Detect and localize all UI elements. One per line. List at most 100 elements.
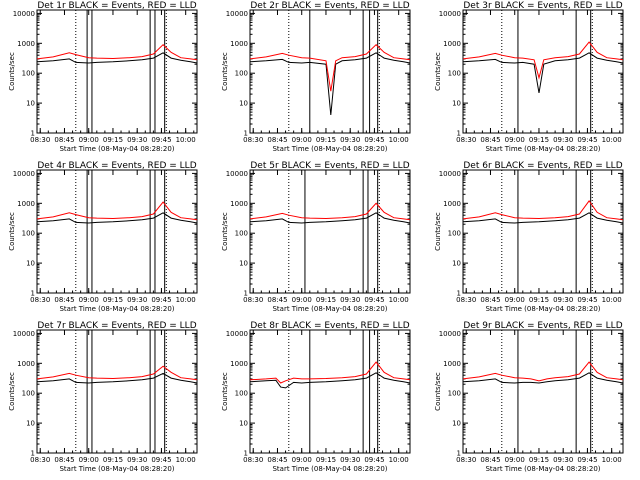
x-axis-label: Start Time (08-May-04 08:28:20) xyxy=(485,465,600,473)
y-tick-label: 1 xyxy=(244,450,248,458)
x-tick-label: 09:15 xyxy=(316,456,336,464)
x-tick-label: 10:00 xyxy=(602,456,622,464)
plot-frame xyxy=(462,329,624,454)
y-axis-label: Counts/sec xyxy=(221,372,229,411)
x-tick-label: 09:00 xyxy=(79,456,99,464)
y-axis-label: Counts/sec xyxy=(8,52,16,91)
x-tick-label: 09:00 xyxy=(505,136,525,144)
x-tick-label: 10:00 xyxy=(176,136,196,144)
y-tick-label: 1 xyxy=(31,450,35,458)
y-tick-label: 10000 xyxy=(226,170,248,178)
x-tick-label: 09:30 xyxy=(127,136,147,144)
panel-title: Det 3r BLACK = Events, RED = LLD xyxy=(463,1,622,11)
x-tick-label: 09:45 xyxy=(577,136,597,144)
series-line-events xyxy=(249,372,411,389)
y-tick-label: 1 xyxy=(244,130,248,138)
y-tick-label: 10000 xyxy=(226,10,248,18)
y-axis-label: Counts/sec xyxy=(434,372,442,411)
x-axis-label: Start Time (08-May-04 08:28:20) xyxy=(272,465,387,473)
x-tick-label: 09:30 xyxy=(553,136,573,144)
y-axis-label: Counts/sec xyxy=(434,212,442,251)
x-tick-label: 09:15 xyxy=(529,296,549,304)
panel-det-4: Det 4r BLACK = Events, RED = LLD 1 10 100 10… xyxy=(8,161,198,313)
x-tick-label: 09:15 xyxy=(103,296,123,304)
y-tick-label: 1 xyxy=(457,290,461,298)
y-tick-label: 10000 xyxy=(439,330,461,338)
plot-frame xyxy=(249,9,411,134)
x-tick-label: 08:45 xyxy=(480,136,500,144)
x-axis-label: Start Time (08-May-04 08:28:20) xyxy=(272,305,387,313)
x-axis-label: Start Time (08-May-04 08:28:20) xyxy=(59,305,174,313)
y-tick-label: 1000 xyxy=(17,360,35,368)
panel-title: Det 7r BLACK = Events, RED = LLD xyxy=(37,321,196,331)
x-tick-label: 09:30 xyxy=(340,456,360,464)
panel-det-3: Det 3r BLACK = Events, RED = LLD 1 10 100 10… xyxy=(434,1,624,153)
y-tick-label: 10000 xyxy=(226,330,248,338)
plot-frame xyxy=(36,329,198,454)
x-tick-label: 08:45 xyxy=(480,456,500,464)
y-tick-label: 1000 xyxy=(443,200,461,208)
panel-det-2: Det 2r BLACK = Events, RED = LLD 1 10 100 10… xyxy=(221,1,411,153)
plot-frame xyxy=(36,169,198,294)
x-tick-label: 09:45 xyxy=(151,456,171,464)
panel-det-7: Det 7r BLACK = Events, RED = LLD 1 10 100 10… xyxy=(8,321,198,473)
x-tick-label: 08:45 xyxy=(267,296,287,304)
panel-title: Det 4r BLACK = Events, RED = LLD xyxy=(37,161,196,171)
y-tick-label: 10 xyxy=(26,100,35,108)
y-tick-label: 1 xyxy=(457,130,461,138)
x-tick-label: 08:30 xyxy=(456,136,476,144)
y-tick-label: 1000 xyxy=(443,40,461,48)
x-tick-label: 08:30 xyxy=(30,296,50,304)
series-line-lld xyxy=(462,41,624,80)
y-tick-label: 1000 xyxy=(230,360,248,368)
y-tick-label: 10 xyxy=(239,260,248,268)
y-tick-label: 1 xyxy=(31,130,35,138)
series-line-lld xyxy=(462,361,624,382)
x-tick-label: 08:30 xyxy=(243,456,263,464)
y-tick-label: 10000 xyxy=(13,170,35,178)
x-tick-label: 08:30 xyxy=(456,296,476,304)
x-tick-label: 09:45 xyxy=(577,456,597,464)
y-tick-label: 100 xyxy=(448,70,461,78)
x-tick-label: 08:30 xyxy=(243,296,263,304)
series-line-events xyxy=(249,52,411,116)
panel-title: Det 1r BLACK = Events, RED = LLD xyxy=(37,1,196,11)
plot-frame xyxy=(36,9,198,134)
panel-title: Det 5r BLACK = Events, RED = LLD xyxy=(250,161,409,171)
x-tick-label: 08:30 xyxy=(30,456,50,464)
x-tick-label: 08:45 xyxy=(54,136,74,144)
x-tick-label: 10:00 xyxy=(389,456,409,464)
x-tick-label: 09:30 xyxy=(340,296,360,304)
y-tick-label: 100 xyxy=(22,390,35,398)
y-tick-label: 1000 xyxy=(443,360,461,368)
x-axis-label: Start Time (08-May-04 08:28:20) xyxy=(485,305,600,313)
series-line-events xyxy=(249,212,411,224)
y-tick-label: 10000 xyxy=(439,10,461,18)
y-tick-label: 100 xyxy=(235,230,248,238)
x-tick-label: 10:00 xyxy=(389,296,409,304)
x-tick-label: 09:00 xyxy=(505,456,525,464)
series-line-events xyxy=(36,212,198,224)
x-tick-label: 09:00 xyxy=(292,136,312,144)
y-tick-label: 100 xyxy=(235,390,248,398)
y-tick-label: 10 xyxy=(452,100,461,108)
x-tick-label: 10:00 xyxy=(176,456,196,464)
y-tick-label: 10 xyxy=(239,420,248,428)
x-tick-label: 09:15 xyxy=(316,136,336,144)
x-tick-label: 09:30 xyxy=(340,136,360,144)
series-line-lld xyxy=(36,201,198,221)
plot-frame xyxy=(249,329,411,454)
y-tick-label: 100 xyxy=(22,70,35,78)
y-tick-label: 10000 xyxy=(13,330,35,338)
y-tick-label: 10 xyxy=(239,100,248,108)
y-tick-label: 1000 xyxy=(230,40,248,48)
series-line-events xyxy=(36,52,198,64)
x-tick-label: 09:00 xyxy=(292,296,312,304)
x-tick-label: 08:30 xyxy=(456,456,476,464)
y-tick-label: 100 xyxy=(22,230,35,238)
x-tick-label: 09:15 xyxy=(529,456,549,464)
y-tick-label: 10 xyxy=(26,420,35,428)
y-tick-label: 10 xyxy=(452,260,461,268)
series-line-lld xyxy=(249,361,411,384)
